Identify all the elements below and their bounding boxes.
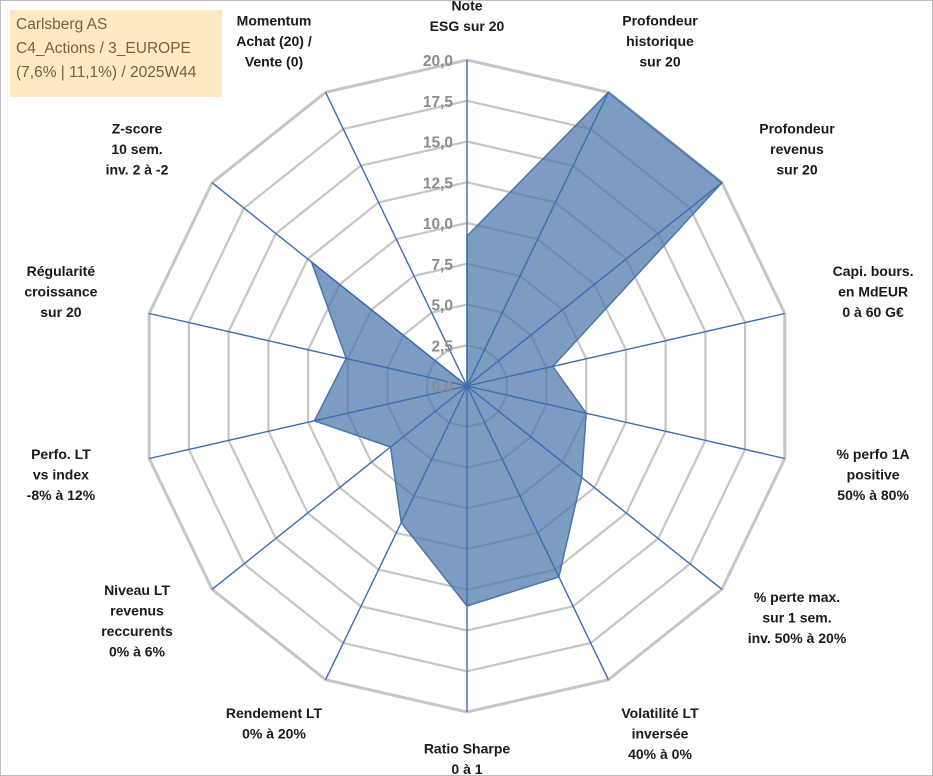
axis-label-line: Rendement LT [226, 705, 323, 721]
axis-label-line: Volatilité LT [621, 705, 699, 721]
axis-label-line: 0% à 6% [109, 643, 166, 659]
tick-label: 5,0 [431, 298, 453, 315]
tick-label: 10,0 [423, 216, 453, 233]
axis-label-line: Momentum [237, 12, 312, 28]
axis-spoke [466, 385, 610, 681]
axis-label: Z-score 10 sem. inv. 2 à -2 [106, 120, 169, 177]
tick-label: 17,5 [423, 94, 454, 111]
axis-label: Rendement LT 0% à 20% [226, 705, 323, 742]
axis-spoke [149, 385, 468, 460]
axis-label-line: % perte max. [754, 589, 840, 605]
axis-spoke [211, 182, 468, 387]
radial-tick-labels: 0,0 2,5 5,0 7,5 10,0 12,5 15,0 17,5 20,0 [423, 53, 454, 396]
axis-label-line: Z-score [112, 120, 163, 136]
radar-series [309, 91, 723, 607]
axis-label-line: 0 à 60 G€ [842, 304, 904, 320]
axis-label: Régularité croissance sur 20 [24, 263, 97, 320]
axis-label-line: 40% à 0% [628, 746, 692, 762]
axis-label-line: Profondeur [622, 12, 698, 28]
axis-label-line: 50% à 80% [837, 487, 909, 503]
axis-label-line: 10 sem. [111, 141, 162, 157]
axis-label-line: -8% à 12% [27, 487, 96, 503]
title-line-company: Carlsberg AS [16, 16, 108, 33]
axis-labels: Note ESG sur 20 Profondeur historique sur 20… [24, 0, 913, 776]
axis-label: Momentum Achat (20) / Vente (0) [236, 12, 312, 69]
axis-label-line: revenus [770, 141, 824, 157]
axis-spoke [466, 385, 723, 590]
axis-spoke [466, 312, 785, 387]
axis-label: Niveau LT revenus reccurents 0% à 6% [101, 582, 173, 660]
axis-label-line: 0% à 20% [242, 726, 306, 742]
axis-label-line: Note [451, 0, 482, 14]
axis-label-line: ESG sur 20 [430, 18, 505, 34]
axis-label-line: vs index [33, 467, 89, 483]
axis-label: Volatilité LT inversée 40% à 0% [621, 705, 699, 762]
tick-label: 20,0 [423, 53, 453, 70]
axis-label: % perfo 1A positive 50% à 80% [837, 446, 910, 503]
axis-spoke [324, 91, 468, 387]
axis-label: % perte max. sur 1 sem. inv. 50% à 20% [748, 589, 847, 646]
axis-label-line: historique [626, 33, 694, 49]
series-area [309, 91, 723, 607]
axis-label-line: Perfo. LT [31, 446, 91, 462]
axis-label-line: en MdEUR [838, 284, 908, 300]
axis-spoke [211, 385, 468, 590]
axis-label-line: sur 20 [40, 304, 81, 320]
axis-label-line: 0 à 1 [451, 761, 482, 776]
axis-label-line: revenus [110, 602, 164, 618]
axis-label: Profondeur historique sur 20 [622, 12, 698, 69]
axis-label-line: sur 1 sem. [762, 609, 831, 625]
axis-spoke [466, 385, 785, 460]
axis-label: Note ESG sur 20 [430, 0, 505, 34]
axis-label-line: sur 20 [639, 53, 680, 69]
axis-label-line: Profondeur [759, 120, 835, 136]
axis-label-line: inversée [632, 726, 689, 742]
axis-label-line: inv. 2 à -2 [106, 161, 169, 177]
axis-label-line: Niveau LT [104, 582, 170, 598]
axis-spoke [324, 385, 468, 681]
axis-label: Profondeur revenus sur 20 [759, 120, 835, 177]
axis-spoke [466, 182, 723, 387]
axis-label: Capi. bours. en MdEUR 0 à 60 G€ [833, 263, 914, 320]
axis-label: Ratio Sharpe 0 à 1 [424, 741, 511, 776]
axis-label-line: % perfo 1A [837, 446, 910, 462]
axis-label-line: Achat (20) / [236, 33, 312, 49]
title-line-stats: (7,6% | 11,1%) / 2025W44 [16, 64, 197, 81]
axis-label-line: Vente (0) [245, 53, 303, 69]
axis-label-line: croissance [24, 284, 97, 300]
axis-label-line: reccurents [101, 623, 173, 639]
axis-spoke [149, 312, 468, 387]
title-line-category: C4_Actions / 3_EUROPE [16, 40, 191, 57]
radar-spokes [149, 60, 785, 712]
tick-label: 2,5 [431, 338, 453, 355]
axis-label-line: Ratio Sharpe [424, 741, 511, 757]
axis-spoke [466, 91, 610, 387]
axis-label: Perfo. LT vs index -8% à 12% [27, 446, 96, 503]
axis-label-line: sur 20 [776, 161, 817, 177]
axis-label-line: Capi. bours. [833, 263, 914, 279]
tick-label: 12,5 [423, 175, 454, 192]
tick-label: 0,0 [431, 379, 453, 396]
axis-label-line: inv. 50% à 20% [748, 630, 847, 646]
tick-label: 7,5 [431, 257, 453, 274]
axis-label-line: positive [847, 467, 900, 483]
title-box: Carlsberg AS C4_Actions / 3_EUROPE (7,6%… [10, 10, 222, 97]
tick-label: 15,0 [423, 135, 453, 152]
axis-label-line: Régularité [27, 263, 96, 279]
